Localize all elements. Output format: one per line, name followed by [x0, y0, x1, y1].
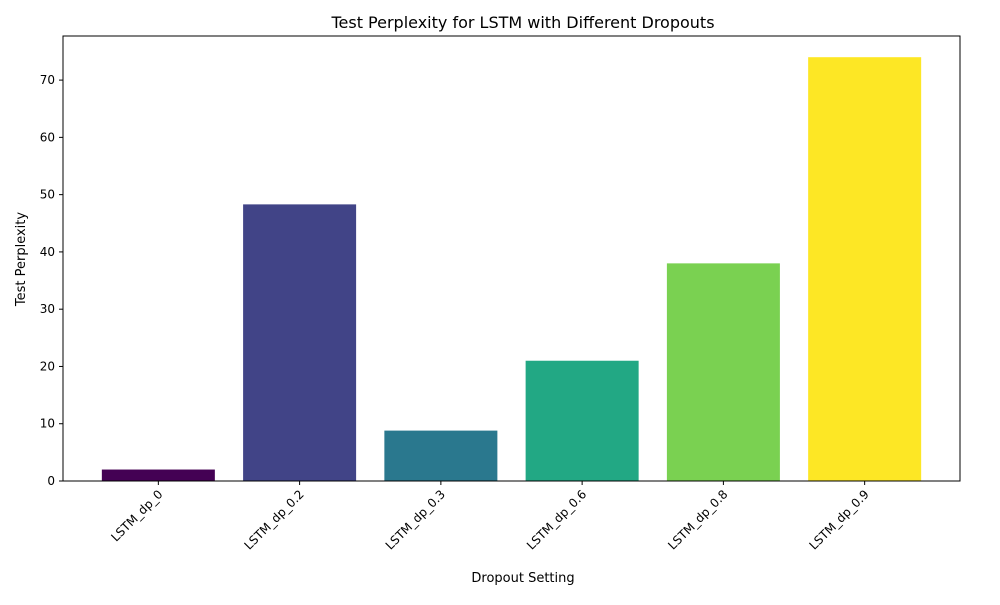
y-tick-label: 30 — [40, 302, 55, 316]
y-axis-label: Test Perplexity — [14, 212, 29, 307]
bar-LSTM_dp_0.9 — [808, 57, 922, 481]
plot-frame — [62, 35, 961, 482]
bar-LSTM_dp_0.6 — [525, 360, 639, 481]
y-tick-label: 10 — [40, 417, 55, 431]
x-axis: LSTM_dp_0 LSTM_dp_0.2 LSTM_dp_0.3 LSTM_dp_0… — [108, 481, 872, 552]
bar-LSTM_dp_0.3 — [384, 430, 498, 481]
bar-LSTM_dp_0 — [101, 469, 215, 481]
y-axis: 0 10 20 30 40 50 60 70 — [40, 73, 63, 488]
y-tick-label: 50 — [40, 188, 55, 202]
y-tick-label: 40 — [40, 245, 55, 259]
y-tick-label: 20 — [40, 359, 55, 373]
y-tick-label: 70 — [40, 73, 55, 87]
y-tick-label: 0 — [47, 474, 55, 488]
bar-LSTM_dp_0.8 — [666, 263, 780, 481]
bars-layer — [101, 57, 922, 482]
y-tick-label: 60 — [40, 130, 55, 144]
x-tick-label: LSTM_dp_0.9 — [807, 487, 872, 552]
x-tick-label: LSTM_dp_0.8 — [665, 487, 730, 552]
x-tick-label: LSTM_dp_0.2 — [241, 487, 306, 552]
x-tick-label: LSTM_dp_0.6 — [524, 487, 589, 552]
x-axis-label: Dropout Setting — [471, 571, 574, 586]
chart-title: Test Perplexity for LSTM with Different … — [330, 13, 714, 32]
bar-LSTM_dp_0.2 — [243, 204, 357, 482]
x-tick-label: LSTM_dp_0 — [108, 487, 165, 544]
x-tick-label: LSTM_dp_0.3 — [383, 487, 448, 552]
